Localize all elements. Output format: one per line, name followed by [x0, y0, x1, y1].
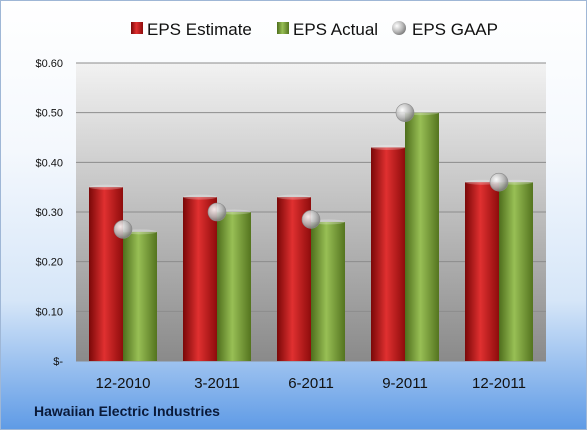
bar-eps-actual — [217, 212, 251, 361]
x-category-label: 9-2011 — [382, 375, 428, 392]
bar-eps-estimate — [371, 147, 405, 361]
x-axis-categories: 12-2010 3-2011 6-2011 9-2011 12-2011 — [95, 375, 526, 392]
x-category-label: 3-2011 — [194, 375, 240, 392]
marker-eps-gaap — [207, 202, 227, 222]
legend-swatch-estimate — [131, 22, 143, 34]
x-category-label: 12-2011 — [472, 375, 526, 392]
bars — [89, 110, 533, 362]
y-tick-label: $0.20 — [35, 257, 63, 269]
bar-eps-actual — [123, 231, 157, 361]
gaap-markers — [113, 103, 509, 239]
y-tick-label: $0.50 — [35, 108, 63, 120]
y-tick-label: $0.60 — [35, 58, 63, 70]
bar-eps-estimate-top — [183, 194, 217, 200]
bar-eps-estimate-top — [277, 194, 311, 200]
bar-eps-estimate-top — [371, 144, 405, 150]
legend-swatch-gaap — [392, 21, 406, 35]
y-tick-label: $0.10 — [35, 306, 63, 318]
bar-eps-estimate — [89, 187, 123, 361]
legend: EPS Estimate EPS Actual EPS GAAP — [131, 20, 498, 39]
legend-label-estimate: EPS Estimate — [147, 20, 252, 39]
marker-eps-gaap — [395, 103, 415, 122]
bar-eps-actual — [405, 112, 439, 362]
legend-label-gaap: EPS GAAP — [412, 20, 498, 39]
y-tick-label: $0.30 — [35, 207, 63, 219]
bar-eps-estimate-top — [89, 184, 123, 190]
y-tick-label: $0.40 — [35, 157, 63, 169]
bar-eps-actual — [499, 182, 533, 361]
y-axis-ticks: $- $0.10 $0.20 $0.30 $0.40 $0.50 $0.60 — [35, 58, 63, 368]
bar-eps-estimate — [465, 182, 499, 361]
legend-swatch-actual — [277, 22, 289, 34]
company-name: Hawaiian Electric Industries — [34, 403, 220, 419]
marker-eps-gaap — [301, 210, 321, 229]
marker-eps-gaap — [489, 172, 509, 192]
legend-label-actual: EPS Actual — [293, 20, 378, 39]
bar-eps-estimate — [183, 197, 217, 361]
x-category-label: 6-2011 — [288, 375, 334, 392]
x-category-label: 12-2010 — [95, 375, 150, 392]
y-tick-label: $- — [53, 356, 63, 368]
marker-eps-gaap — [113, 220, 133, 239]
bar-eps-actual — [311, 221, 345, 361]
